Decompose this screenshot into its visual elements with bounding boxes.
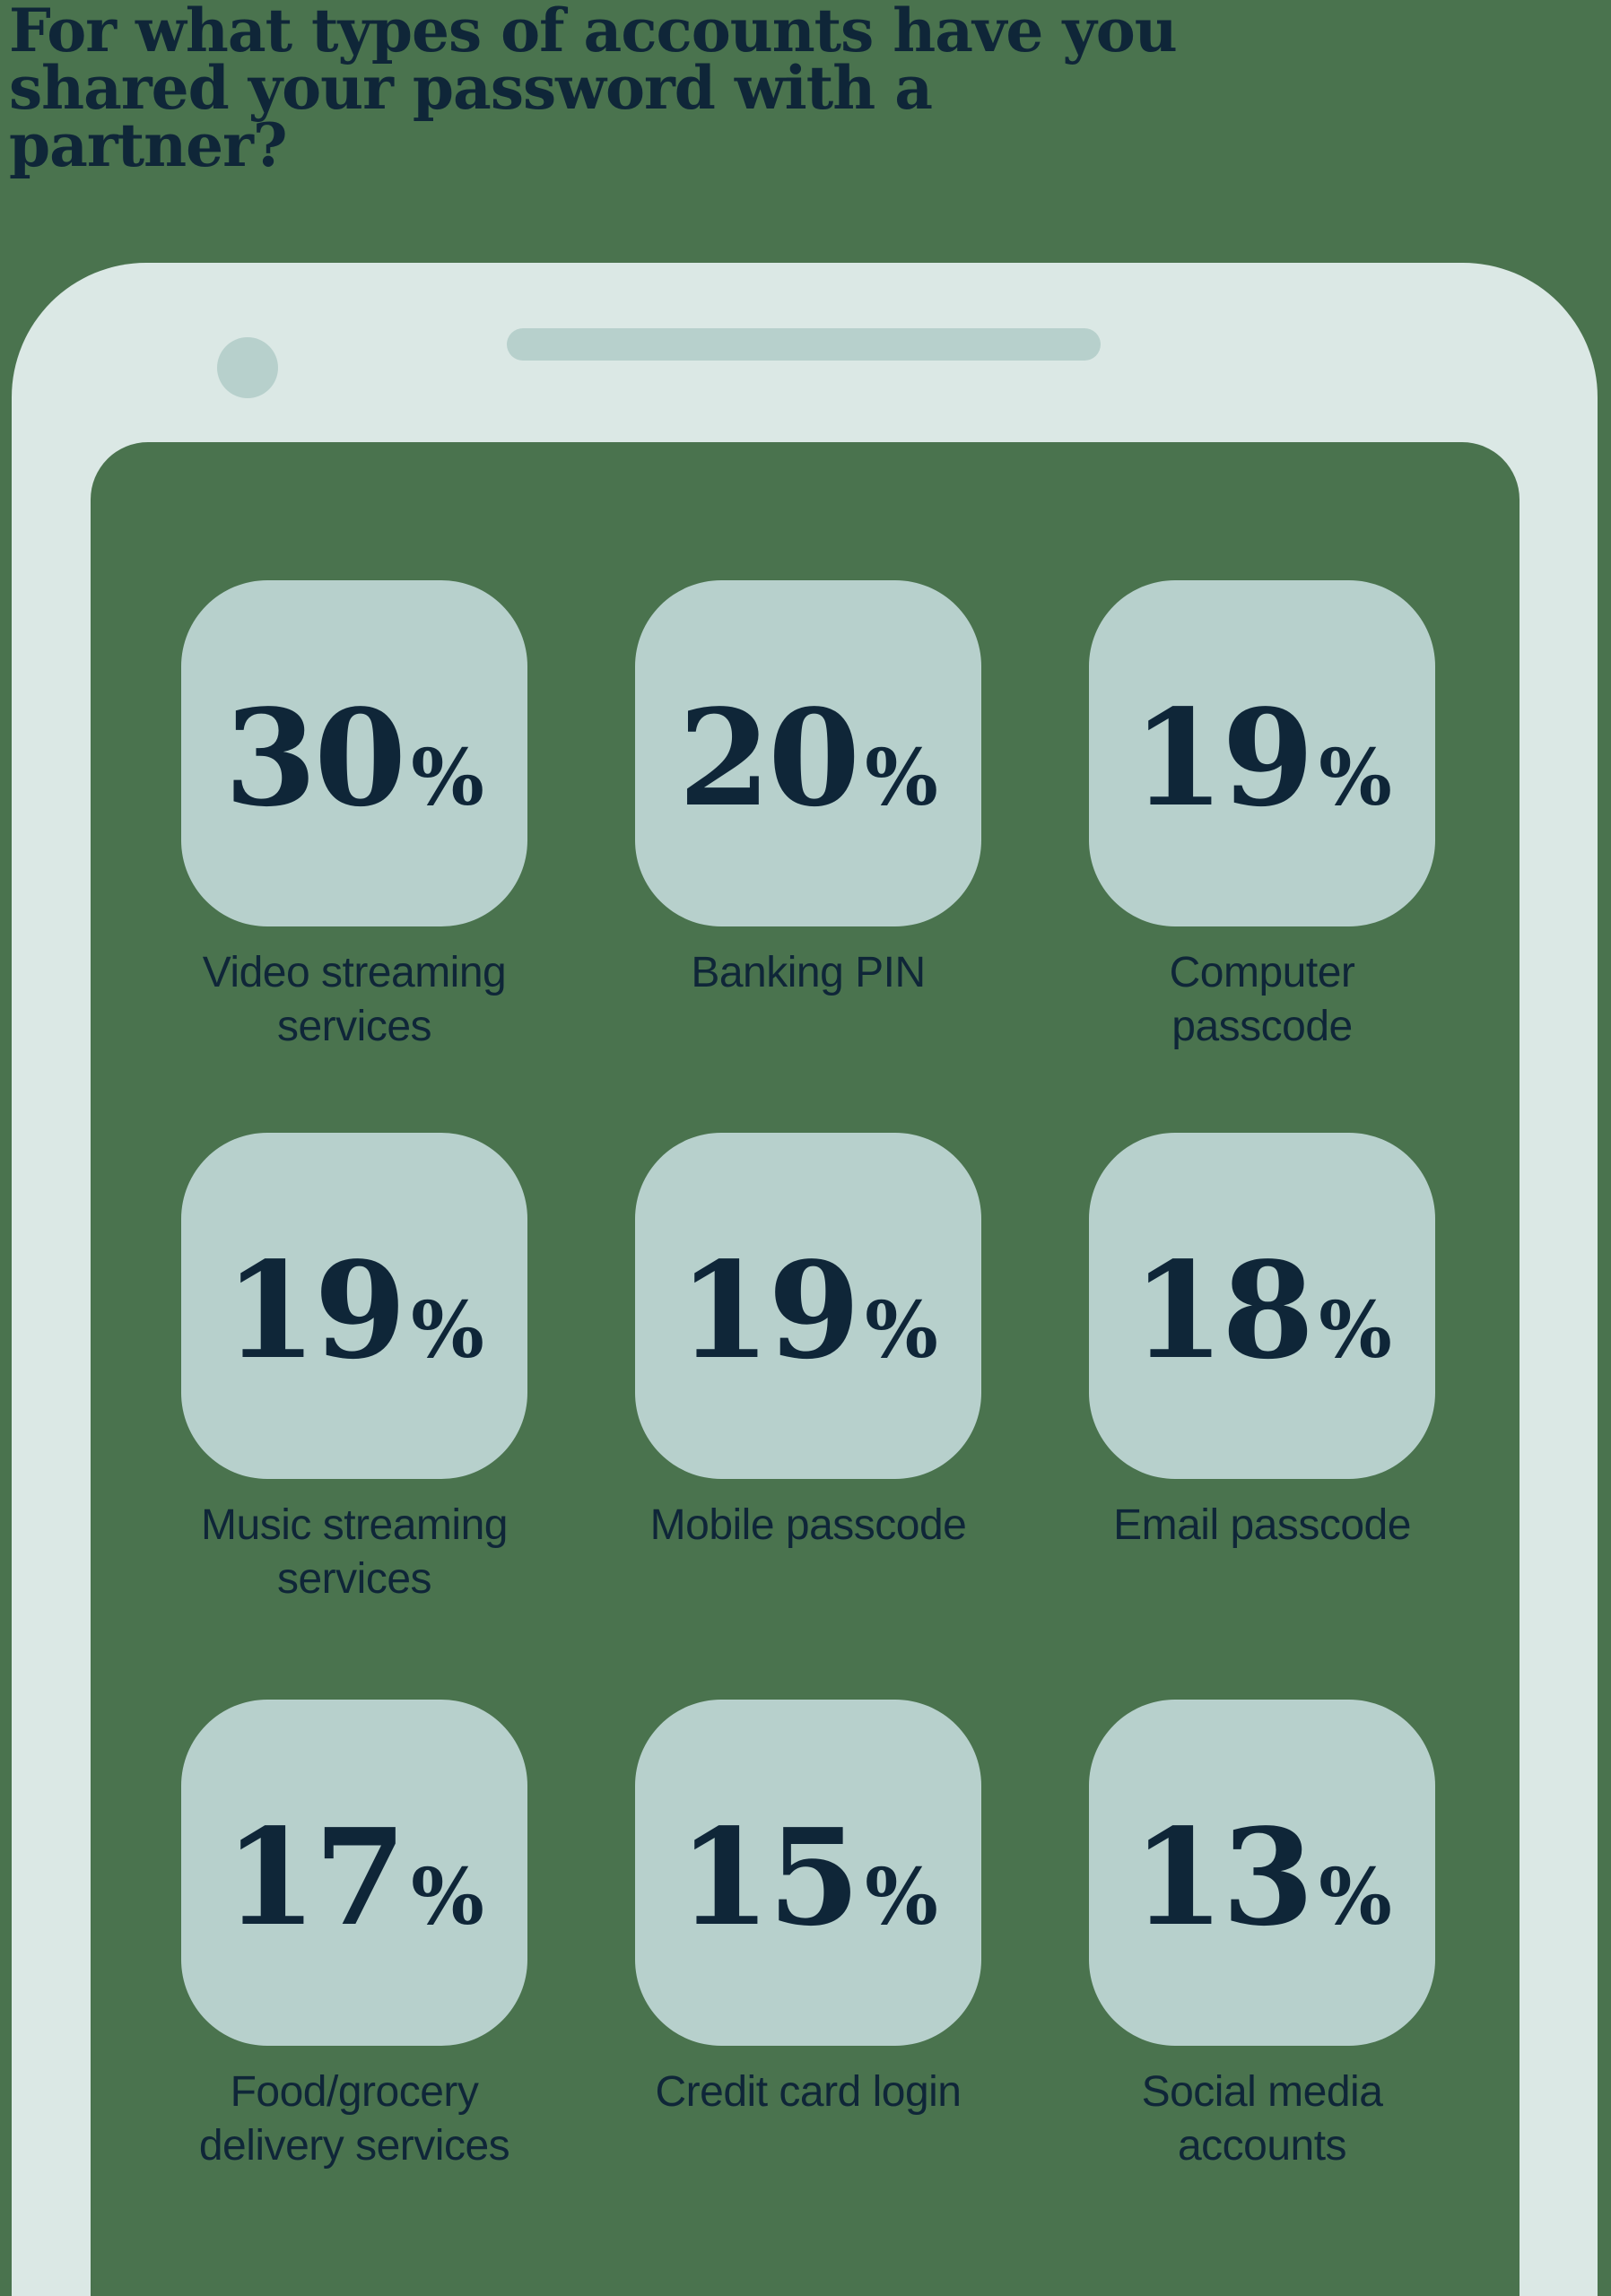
stat-number: 13 bbox=[1132, 1799, 1314, 1955]
stat-number: 17 bbox=[224, 1799, 406, 1955]
stat-value: 17% bbox=[224, 1802, 484, 1944]
stat-tile: 13% bbox=[1089, 1700, 1435, 2046]
stat-tile: 20% bbox=[635, 580, 981, 926]
stat-number: 19 bbox=[1132, 680, 1314, 836]
phone-speaker-bar bbox=[507, 328, 1101, 361]
stat-cell: 18% Email passcode bbox=[1089, 1133, 1435, 1700]
stat-label: Video streaming services bbox=[202, 949, 507, 1050]
stat-number: 19 bbox=[224, 1232, 406, 1388]
stat-cell: 19% Computer passcode bbox=[1089, 580, 1435, 1133]
stat-value: 19% bbox=[1132, 683, 1392, 824]
stat-cell: 20% Banking PIN bbox=[635, 580, 981, 1133]
stat-tile: 18% bbox=[1089, 1133, 1435, 1479]
percent-sign: % bbox=[1319, 733, 1392, 823]
question-title-line1: For what types of accounts have you bbox=[9, 0, 1178, 65]
stats-grid: 30% Video streaming services 20% Banking… bbox=[181, 580, 1435, 2173]
percent-sign: % bbox=[865, 1852, 938, 1943]
percent-sign: % bbox=[411, 1285, 484, 1376]
stat-cell: 13% Social media accounts bbox=[1089, 1700, 1435, 2173]
stat-value: 19% bbox=[678, 1235, 938, 1377]
stat-label: Computer passcode bbox=[1169, 949, 1355, 1050]
stat-cell: 17% Food/grocery delivery services bbox=[181, 1700, 527, 2173]
percent-sign: % bbox=[411, 733, 484, 823]
stat-value: 30% bbox=[224, 683, 484, 824]
stat-number: 19 bbox=[678, 1232, 860, 1388]
stat-tile: 15% bbox=[635, 1700, 981, 2046]
stat-cell: 19% Music streaming services bbox=[181, 1133, 527, 1700]
phone-screen: 30% Video streaming services 20% Banking… bbox=[91, 442, 1520, 2296]
phone-camera-dot bbox=[217, 337, 278, 398]
percent-sign: % bbox=[865, 733, 938, 823]
stat-tile: 30% bbox=[181, 580, 527, 926]
question-title-line2: shared your password with a partner? bbox=[9, 53, 933, 180]
stat-value: 20% bbox=[678, 683, 938, 824]
stat-number: 20 bbox=[678, 680, 860, 836]
stat-cell: 19% Mobile passcode bbox=[635, 1133, 981, 1700]
question-title: For what types of accounts have you shar… bbox=[9, 0, 1229, 180]
percent-sign: % bbox=[1319, 1852, 1392, 1943]
stat-value: 13% bbox=[1132, 1802, 1392, 1944]
stat-label: Email passcode bbox=[1113, 1501, 1411, 1549]
percent-sign: % bbox=[865, 1285, 938, 1376]
stat-number: 30 bbox=[224, 680, 406, 836]
stat-cell: 30% Video streaming services bbox=[181, 580, 527, 1133]
stat-number: 18 bbox=[1132, 1232, 1314, 1388]
stat-label: Banking PIN bbox=[691, 949, 926, 996]
percent-sign: % bbox=[411, 1852, 484, 1943]
stat-tile: 17% bbox=[181, 1700, 527, 2046]
stat-value: 15% bbox=[678, 1802, 938, 1944]
stat-label: Credit card login bbox=[655, 2068, 962, 2116]
stat-cell: 15% Credit card login bbox=[635, 1700, 981, 2173]
stat-label: Social media accounts bbox=[1141, 2068, 1383, 2170]
stat-label: Food/grocery delivery services bbox=[198, 2068, 510, 2170]
stat-tile: 19% bbox=[1089, 580, 1435, 926]
phone-illustration: 30% Video streaming services 20% Banking… bbox=[12, 263, 1598, 2296]
stat-value: 18% bbox=[1132, 1235, 1392, 1377]
stat-label: Music streaming services bbox=[201, 1501, 508, 1603]
stat-tile: 19% bbox=[635, 1133, 981, 1479]
percent-sign: % bbox=[1319, 1285, 1392, 1376]
stat-value: 19% bbox=[224, 1235, 484, 1377]
stat-tile: 19% bbox=[181, 1133, 527, 1479]
stat-label: Mobile passcode bbox=[649, 1501, 967, 1549]
stat-number: 15 bbox=[678, 1799, 860, 1955]
